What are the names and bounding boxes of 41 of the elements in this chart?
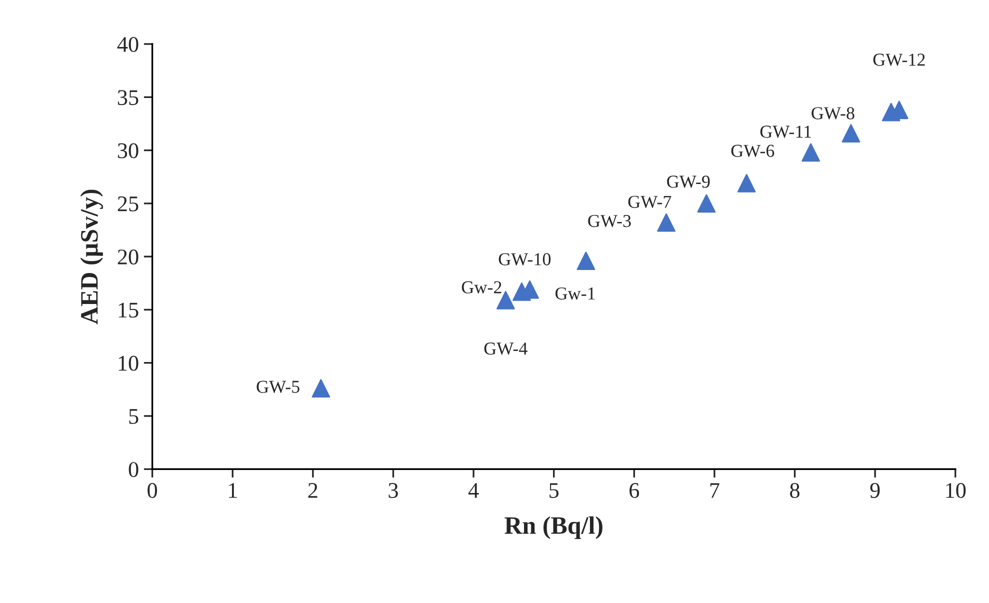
x-tick-label: 9 — [870, 483, 880, 498]
annotation: GW-7 — [628, 196, 672, 208]
x-tick-label: 8 — [790, 482, 800, 498]
y-tick-label: 30 — [118, 143, 138, 158]
x-tick-label: 7 — [710, 483, 720, 498]
y-tick-label: 35 — [118, 90, 138, 106]
y-tick-label: 0 — [128, 462, 138, 478]
y-tick-label: 40 — [117, 36, 138, 52]
point — [697, 194, 716, 213]
x-tick-label: 1 — [229, 483, 237, 498]
x-tick-label: 6 — [630, 483, 640, 498]
y-tick-label: 20 — [118, 250, 138, 265]
point — [657, 213, 676, 232]
point — [802, 143, 820, 162]
x-tick-label: 3 — [388, 483, 398, 498]
point — [842, 124, 860, 142]
y-tick-label: 5 — [129, 409, 138, 424]
point — [737, 174, 756, 192]
annotation: GW-12 — [873, 54, 925, 66]
x-tick-label: 10 — [946, 482, 966, 498]
annotation: GW-5 — [256, 380, 300, 393]
annotation: GW-3 — [588, 214, 631, 228]
x-tick-label: 0 — [148, 482, 158, 498]
y-tick-label: 15 — [118, 302, 138, 318]
x-axis-title: Rn (Bq/l) — [504, 516, 602, 540]
x-tick-label: 5 — [550, 483, 559, 498]
point — [576, 252, 596, 270]
y-tick-label: 25 — [118, 196, 138, 212]
annotation: GW-11 — [760, 126, 811, 138]
y-axis-title: AED (µSv/y) — [80, 190, 103, 324]
y-tick-label: 10 — [118, 356, 138, 371]
annotation: Gw-1 — [555, 287, 595, 300]
x-tick-label: 2 — [308, 483, 318, 498]
annotation: GW-8 — [812, 107, 854, 120]
annotation: GW-10 — [498, 253, 551, 266]
annotation: GW-9 — [667, 176, 710, 188]
point — [312, 379, 330, 398]
annotation: GW-4 — [484, 342, 528, 355]
annotation: GW-6 — [731, 144, 774, 158]
annotation: Gw-2 — [462, 281, 502, 294]
x-tick-label: 4 — [468, 483, 479, 498]
